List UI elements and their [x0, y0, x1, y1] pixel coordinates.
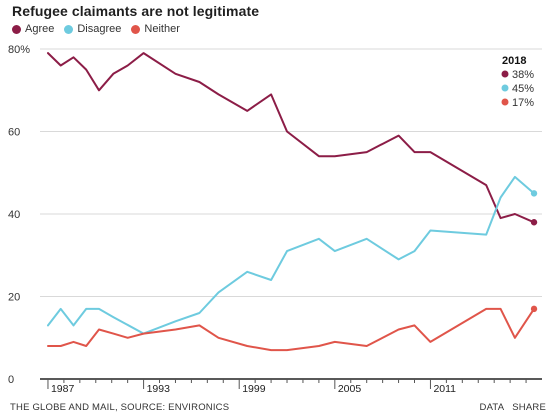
end-label-heading: 2018	[502, 55, 526, 67]
series-line-disagree	[47, 175, 535, 335]
series-end-point-disagree	[530, 190, 538, 197]
x-tick-label-2011: 2011	[433, 383, 456, 395]
end-label-value-disagree: 45%	[512, 83, 534, 95]
chart-title: Refugee claimants are not legitimate	[12, 3, 260, 19]
end-label-value-agree: 38%	[512, 69, 534, 81]
x-tick-label-1993: 1993	[147, 383, 171, 395]
end-label-dot-disagree	[501, 84, 509, 92]
end-label-value-neither: 17%	[512, 97, 534, 109]
y-tick-label-20: 20	[8, 292, 20, 304]
legend-label-neither: Neither	[144, 23, 180, 35]
legend-item-agree: Agree	[12, 23, 54, 35]
series-line-agree	[47, 52, 535, 224]
y-tick-label-80: 80%	[8, 44, 30, 56]
series-end-point-agree	[530, 219, 538, 226]
legend-label-agree: Agree	[25, 23, 55, 35]
x-tick-label-2005: 2005	[338, 383, 362, 395]
share-link[interactable]: SHARE	[512, 402, 546, 413]
y-tick-label-60: 60	[8, 127, 20, 139]
series-line-neither	[47, 307, 535, 352]
end-label-dot-agree	[501, 70, 509, 78]
legend-item-neither: Neither	[131, 23, 180, 35]
series-end-point-neither	[530, 305, 538, 313]
legend-label-disagree: Disagree	[77, 23, 122, 35]
y-tick-label-40: 40	[8, 209, 20, 221]
legend-swatch-neither	[131, 24, 141, 34]
y-tick-label-0: 0	[8, 374, 14, 386]
legend-swatch-agree	[12, 24, 21, 34]
footer-links: DATA SHARE	[480, 402, 546, 413]
legend-swatch-disagree	[64, 24, 74, 34]
legend: Agree Disagree Neither	[12, 23, 180, 35]
source-credit: THE GLOBE AND MAIL, SOURCE: ENVIRONICS	[10, 402, 230, 413]
x-tick-label-1987: 1987	[51, 383, 75, 395]
x-tick-label-1999: 1999	[242, 383, 266, 395]
end-label-dot-neither	[501, 98, 509, 106]
legend-item-disagree: Disagree	[64, 23, 121, 35]
data-link[interactable]: DATA	[479, 402, 505, 413]
